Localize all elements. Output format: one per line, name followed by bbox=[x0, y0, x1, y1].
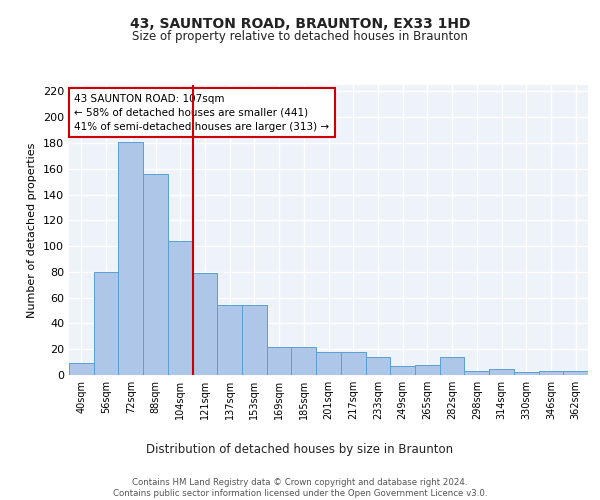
Bar bbox=[217, 306, 242, 375]
Bar bbox=[341, 352, 365, 375]
Bar bbox=[464, 371, 489, 375]
Y-axis label: Number of detached properties: Number of detached properties bbox=[28, 142, 37, 318]
Bar bbox=[94, 272, 118, 375]
Bar bbox=[193, 273, 217, 375]
Text: Size of property relative to detached houses in Braunton: Size of property relative to detached ho… bbox=[132, 30, 468, 43]
Bar bbox=[118, 142, 143, 375]
Text: Distribution of detached houses by size in Braunton: Distribution of detached houses by size … bbox=[146, 442, 454, 456]
Text: Contains HM Land Registry data © Crown copyright and database right 2024.
Contai: Contains HM Land Registry data © Crown c… bbox=[113, 478, 487, 498]
Bar bbox=[415, 364, 440, 375]
Bar bbox=[168, 241, 193, 375]
Bar bbox=[514, 372, 539, 375]
Bar bbox=[365, 357, 390, 375]
Bar bbox=[563, 371, 588, 375]
Bar bbox=[292, 346, 316, 375]
Bar bbox=[489, 368, 514, 375]
Bar bbox=[143, 174, 168, 375]
Bar bbox=[539, 371, 563, 375]
Bar bbox=[316, 352, 341, 375]
Bar bbox=[242, 306, 267, 375]
Bar bbox=[390, 366, 415, 375]
Bar bbox=[440, 357, 464, 375]
Text: 43 SAUNTON ROAD: 107sqm
← 58% of detached houses are smaller (441)
41% of semi-d: 43 SAUNTON ROAD: 107sqm ← 58% of detache… bbox=[74, 94, 329, 132]
Text: 43, SAUNTON ROAD, BRAUNTON, EX33 1HD: 43, SAUNTON ROAD, BRAUNTON, EX33 1HD bbox=[130, 18, 470, 32]
Bar bbox=[69, 364, 94, 375]
Bar bbox=[267, 346, 292, 375]
